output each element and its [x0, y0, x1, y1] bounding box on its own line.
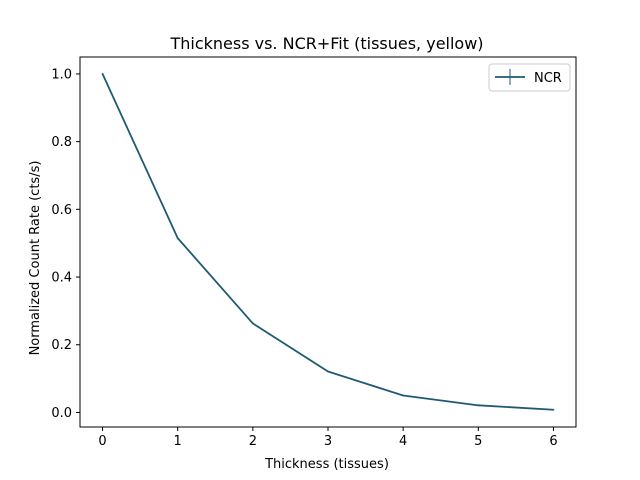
y-tick-label: 0.6: [51, 203, 72, 218]
data-point: [101, 73, 104, 75]
y-tick-label: 0.0: [51, 406, 72, 421]
legend-label-ncr: NCR: [534, 71, 562, 86]
x-tick-label: 2: [249, 434, 257, 449]
y-axis-label: Normalized Count Rate (cts/s): [28, 161, 43, 356]
data-point: [402, 394, 405, 397]
y-tick-label: 0.8: [51, 135, 72, 150]
x-tick-label: 0: [98, 434, 106, 449]
plot-area: 0 1 2 3 4 5 6 0.0 0.2 0.4 0.6 0.8 1.0: [51, 56, 577, 449]
y-tick-label: 0.2: [51, 338, 72, 353]
x-tick-label: 6: [549, 434, 557, 449]
data-point: [251, 322, 254, 325]
y-tick-label: 0.4: [51, 271, 72, 286]
data-point: [477, 404, 480, 407]
legend-box: [488, 63, 571, 92]
x-tick-label: 5: [474, 434, 482, 449]
x-tick-label: 1: [174, 434, 182, 449]
data-point: [552, 408, 555, 411]
x-tick-label: 4: [399, 434, 407, 449]
data-point: [327, 370, 329, 373]
x-tick-label: 3: [324, 434, 332, 449]
y-tick-label: 1.0: [51, 67, 72, 82]
legend: NCR: [488, 63, 571, 92]
data-point: [176, 237, 179, 240]
chart-title: Thickness vs. NCR+Fit (tissues, yellow): [169, 34, 483, 53]
x-axis-label: Thickness (tissues): [264, 457, 389, 472]
